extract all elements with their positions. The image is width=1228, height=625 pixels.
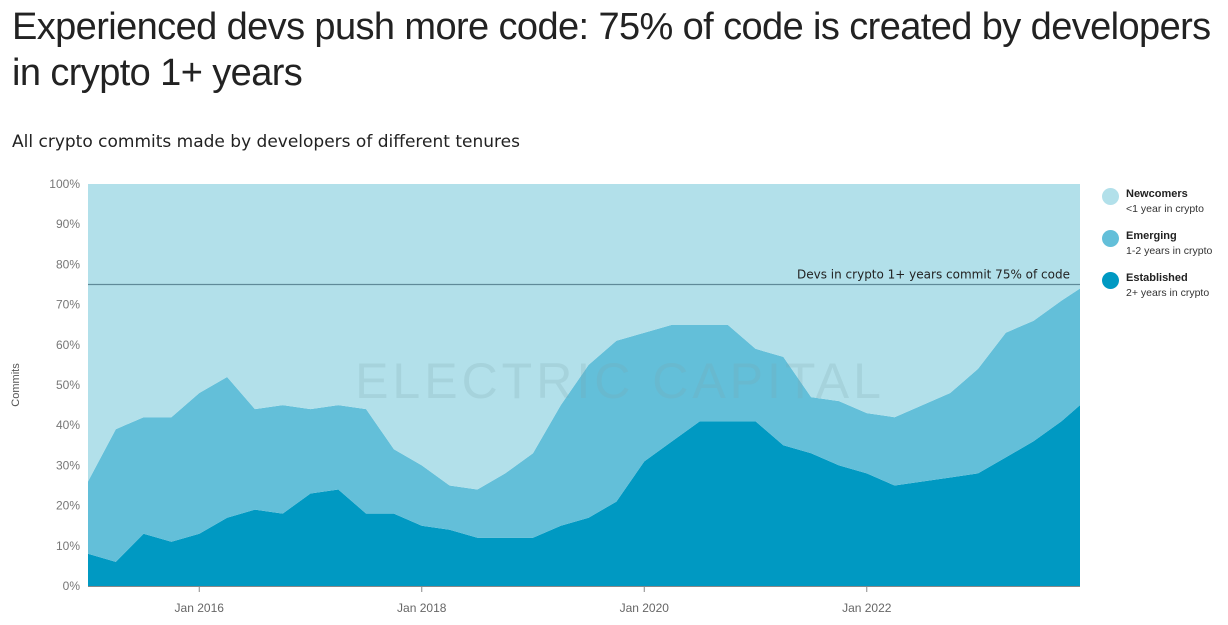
legend: Newcomers <1 year in crypto Emerging 1-2… xyxy=(1102,186,1226,312)
y-tick-label: 40% xyxy=(56,418,80,432)
x-tick-label: Jan 2016 xyxy=(175,601,225,615)
area-series-newcomers xyxy=(88,184,1080,490)
legend-swatch-established xyxy=(1102,272,1119,289)
area-series-established xyxy=(88,405,1080,586)
y-axis-label: Commits xyxy=(10,363,22,407)
y-tick-label: 60% xyxy=(56,338,80,352)
x-tick-label: Jan 2022 xyxy=(842,601,892,615)
y-tick-label: 80% xyxy=(56,257,80,271)
stacked-area-chart: ELECTRIC CAPITAL Devs in crypto 1+ years… xyxy=(10,177,1080,615)
legend-name: Newcomers xyxy=(1126,188,1188,200)
legend-swatch-newcomers xyxy=(1102,188,1119,205)
y-tick-label: 0% xyxy=(63,579,81,593)
chart-title: Experienced devs push more code: 75% of … xyxy=(12,6,1211,94)
area-series-emerging xyxy=(88,288,1080,562)
y-tick-label: 20% xyxy=(56,499,80,513)
legend-desc: 2+ years in crypto xyxy=(1126,287,1210,299)
legend-name: Emerging xyxy=(1126,230,1177,242)
y-tick-label: 50% xyxy=(56,378,80,392)
legend-swatch-emerging xyxy=(1102,230,1119,247)
reference-line-label: Devs in crypto 1+ years commit 75% of co… xyxy=(797,268,1070,282)
y-tick-label: 100% xyxy=(49,177,80,191)
legend-desc: 1-2 years in crypto xyxy=(1126,245,1213,257)
x-tick-label: Jan 2020 xyxy=(620,601,670,615)
legend-item-emerging: Emerging 1-2 years in crypto xyxy=(1102,228,1226,270)
legend-item-established: Established 2+ years in crypto xyxy=(1102,270,1226,312)
chart-subtitle: All crypto commits made by developers of… xyxy=(12,132,520,152)
legend-desc: <1 year in crypto xyxy=(1126,203,1204,215)
y-tick-label: 30% xyxy=(56,458,80,472)
legend-item-newcomers: Newcomers <1 year in crypto xyxy=(1102,186,1226,228)
x-tick-label: Jan 2018 xyxy=(397,601,447,615)
y-tick-label: 70% xyxy=(56,298,80,312)
y-tick-label: 10% xyxy=(56,539,80,553)
legend-name: Established xyxy=(1126,272,1188,284)
y-tick-label: 90% xyxy=(56,217,80,231)
watermark: ELECTRIC CAPITAL xyxy=(355,353,885,409)
